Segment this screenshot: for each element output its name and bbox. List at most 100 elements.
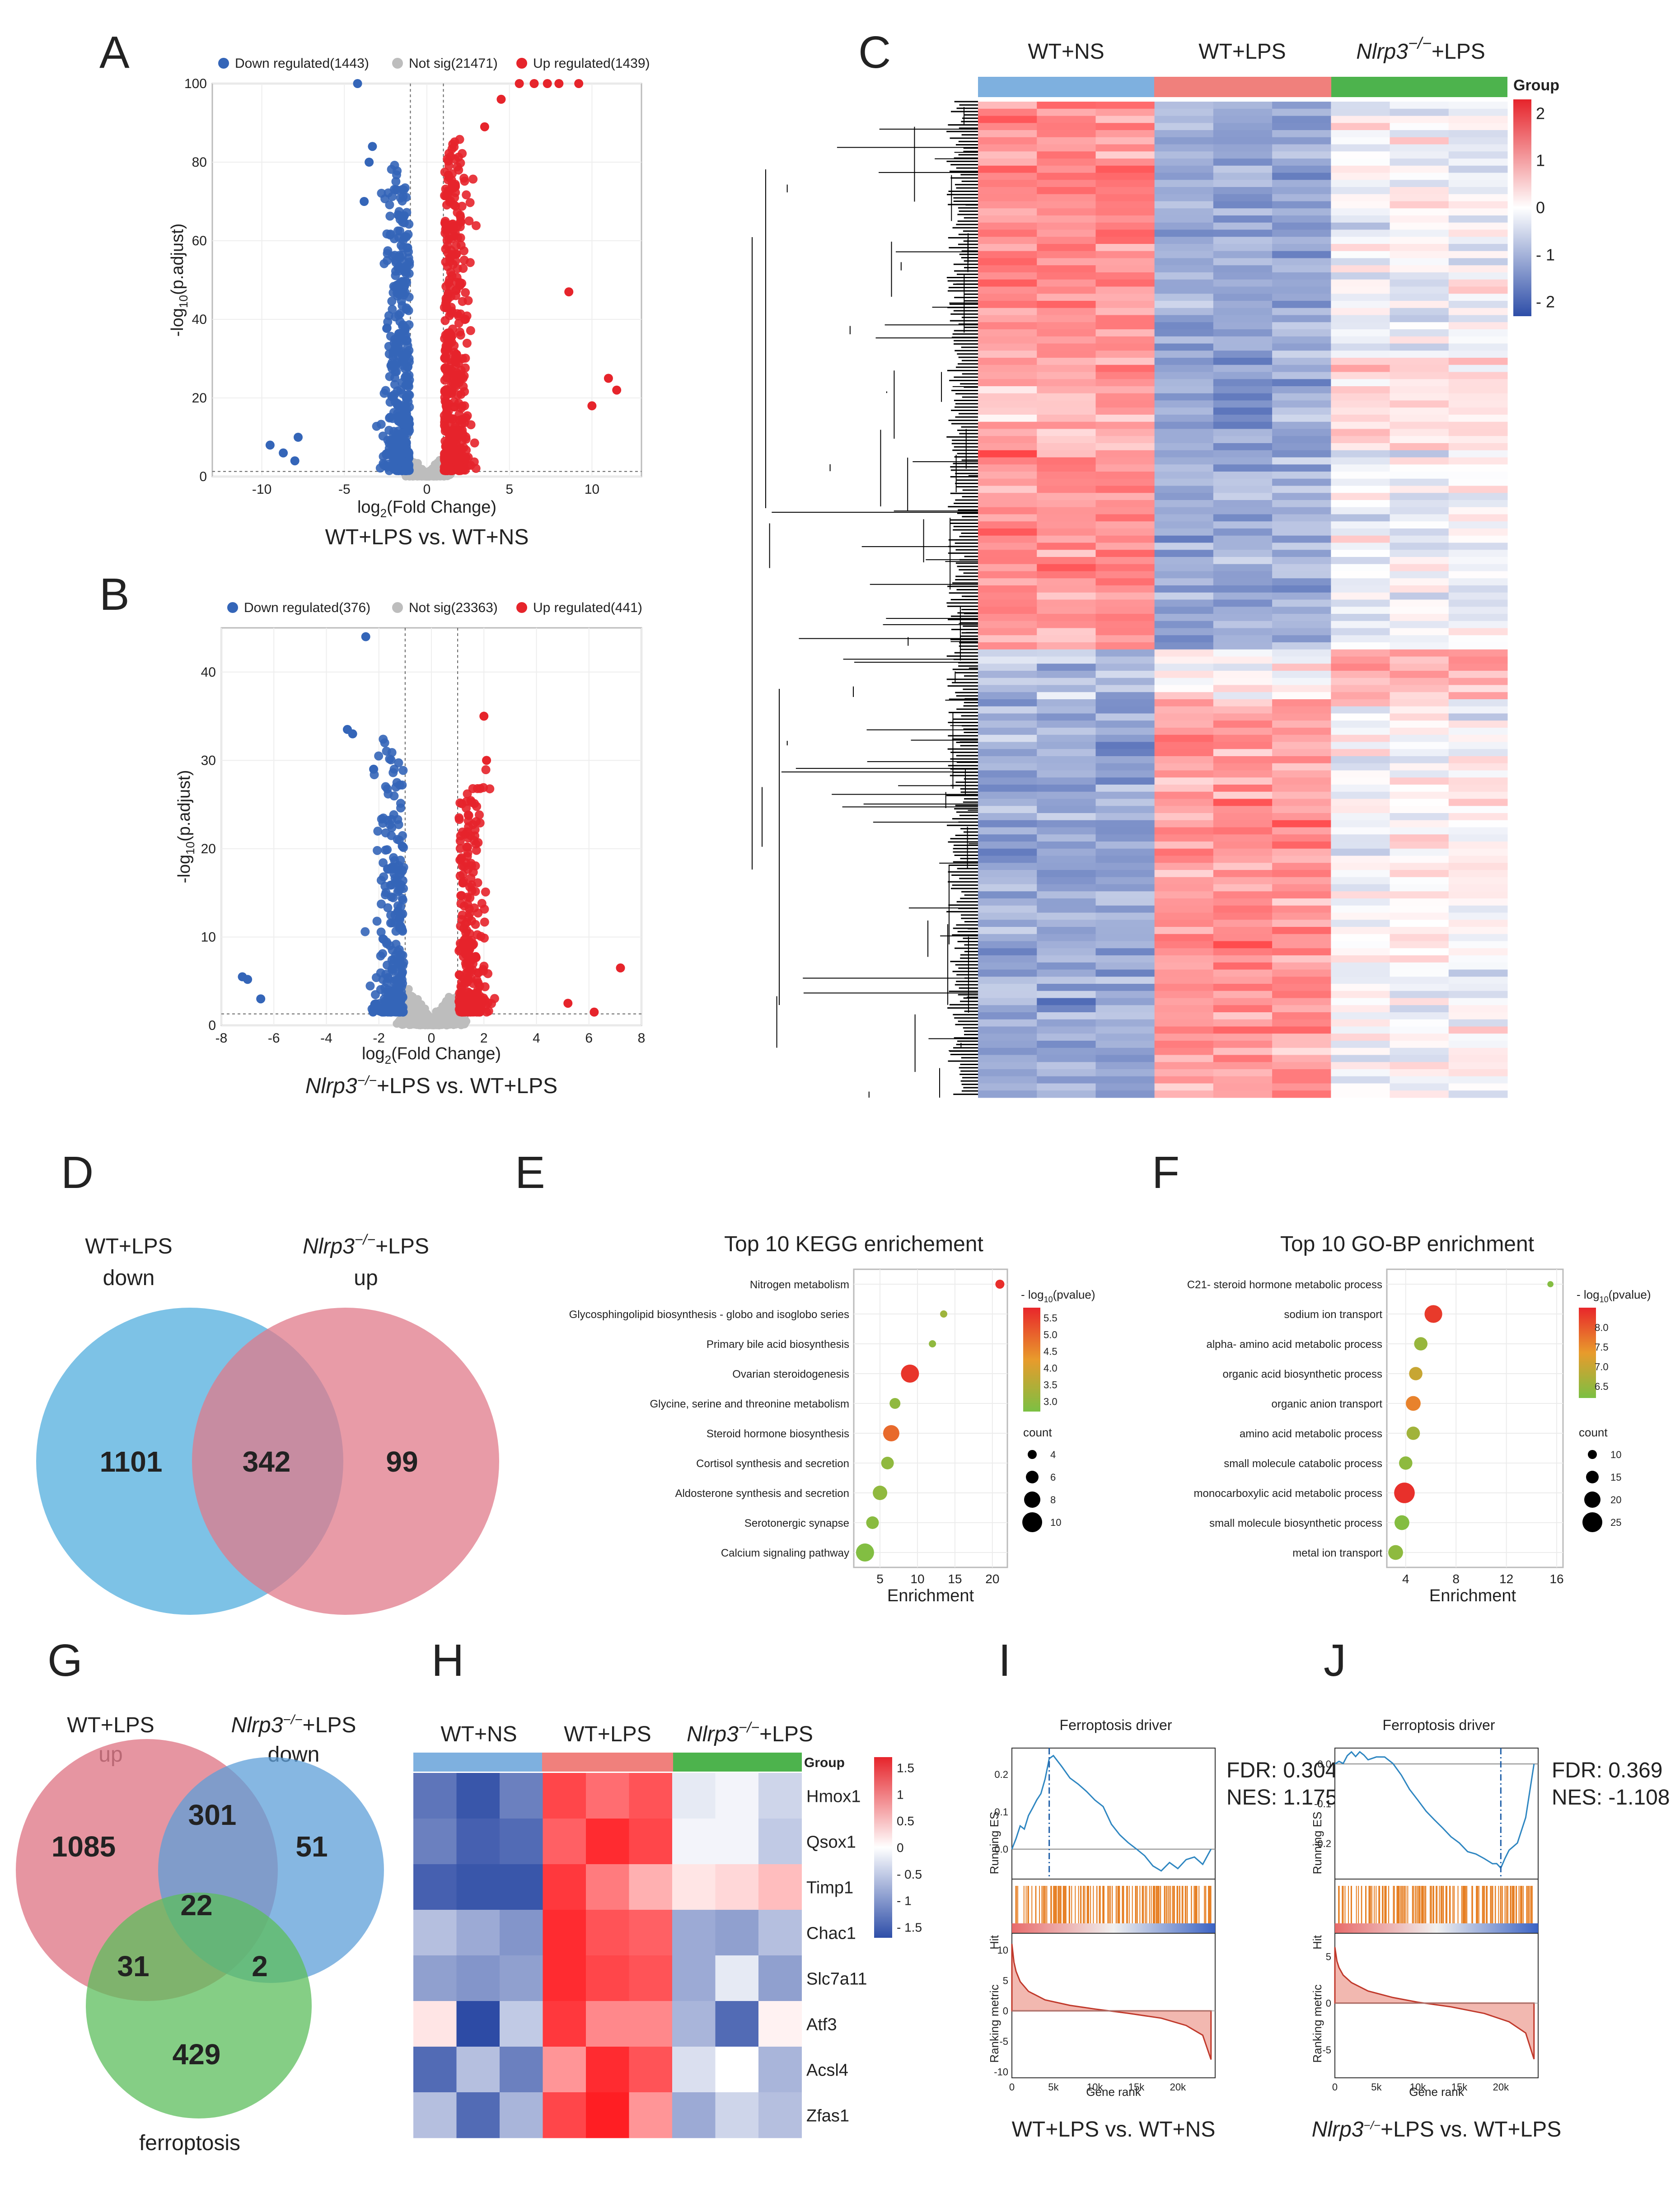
heatmap-cell — [500, 1910, 543, 1956]
heatmap-cell — [1331, 1019, 1390, 1027]
heatmap-cell — [1037, 734, 1096, 742]
heatmap-cell — [978, 386, 1037, 394]
heatmap-cell — [1095, 799, 1155, 806]
heatmap-cell — [1448, 500, 1508, 508]
heatmap-cell — [1154, 685, 1214, 692]
heatmap-cell — [1331, 912, 1390, 920]
heatmap-cell — [978, 315, 1037, 323]
heatmap-cell — [978, 977, 1037, 984]
heatmap-cell — [1095, 777, 1155, 785]
heatmap-cell — [1095, 258, 1155, 266]
heatmap-cell — [1037, 102, 1096, 109]
heatmap-cell — [1272, 301, 1331, 309]
heatmap-cell — [1448, 585, 1508, 593]
heatmap-cell — [1095, 194, 1155, 201]
heatmap-cell — [1154, 984, 1214, 991]
size-legend-label: 20 — [1610, 1494, 1621, 1506]
heatmap-cell — [543, 1819, 586, 1865]
data-point-up — [460, 177, 469, 186]
heatmap-cell — [978, 991, 1037, 998]
data-point-down — [396, 856, 405, 865]
heatmap-cell — [1037, 244, 1096, 252]
heatmap-cell — [1037, 635, 1096, 643]
heatmap-cell — [1331, 955, 1390, 963]
heatmap-cell — [1331, 664, 1390, 671]
group-bar-wt-ns — [978, 77, 1154, 97]
heatmap-cell — [1272, 222, 1331, 230]
heatmap-cell — [978, 173, 1037, 180]
heatmap-cell — [1213, 1090, 1273, 1098]
y-tick-label: 20 — [192, 391, 207, 406]
heatmap-cell — [1448, 1083, 1508, 1091]
heatmap-cell — [1037, 607, 1096, 614]
heatmap-cell — [1331, 713, 1390, 721]
heatmap-cell — [1037, 962, 1096, 970]
heatmap-cell — [1037, 237, 1096, 244]
heatmap-cell — [1390, 450, 1449, 458]
heatmap-cell — [1154, 123, 1214, 131]
heatmap-cell — [1272, 201, 1331, 209]
heatmap-cell — [1213, 301, 1273, 309]
bubble-point — [995, 1280, 1005, 1289]
heatmap-cell — [1095, 820, 1155, 828]
heatmap-cell — [1095, 159, 1155, 166]
heatmap-cell — [1272, 969, 1331, 977]
heatmap-cell — [1390, 108, 1449, 116]
heatmap-cell — [1272, 265, 1331, 273]
heatmap-cell — [1037, 1019, 1096, 1027]
data-point-up — [456, 240, 466, 250]
heatmap-cell — [1331, 229, 1390, 237]
heatmap-cell — [1037, 920, 1096, 927]
heatmap-cell — [1390, 785, 1449, 792]
heatmap-cell — [1037, 571, 1096, 579]
heatmap-cell — [1272, 984, 1331, 991]
heatmap-cell — [1390, 315, 1449, 323]
heatmap-cell — [1154, 1083, 1214, 1091]
heatmap-cell — [1272, 258, 1331, 266]
heatmap-cell — [1095, 991, 1155, 998]
heatmap-cell — [1037, 301, 1096, 309]
data-point-up — [440, 463, 449, 472]
heatmap-cell — [1390, 557, 1449, 565]
venn-count-up-ferro: 31 — [117, 1950, 149, 1983]
heatmap-cell — [1154, 251, 1214, 258]
venn-count-only-ferro: 429 — [173, 2038, 221, 2071]
heatmap-cell — [978, 550, 1037, 557]
heatmap-cell — [1390, 621, 1449, 628]
heatmap-cell — [1331, 108, 1390, 116]
heatmap-cell — [1095, 308, 1155, 315]
data-point-up — [447, 220, 457, 229]
heatmap-cell — [1154, 1076, 1214, 1084]
data-point-down — [386, 229, 395, 239]
heatmap-cell — [1095, 1005, 1155, 1013]
data-point-up — [463, 296, 473, 305]
heatmap-cell — [978, 180, 1037, 187]
heatmap-cell — [1095, 692, 1155, 700]
heatmap-cell — [1448, 1005, 1508, 1013]
heatmap-cell — [1331, 791, 1390, 799]
heatmap-cell — [1213, 671, 1273, 678]
heatmap-cell — [978, 842, 1037, 849]
x-tick-label: 20 — [985, 1572, 999, 1586]
data-point-down — [393, 835, 402, 844]
x-tick-label: 6 — [585, 1031, 593, 1046]
data-point-down — [398, 766, 408, 775]
category-label: Cortisol synthesis and secretion — [696, 1458, 849, 1470]
heatmap-cell — [1154, 229, 1214, 237]
heatmap-cell — [1272, 180, 1331, 187]
bubble-point — [929, 1340, 936, 1347]
heatmap-cell — [978, 870, 1037, 878]
heatmap-cell — [1448, 407, 1508, 415]
heatmap-cell — [1095, 521, 1155, 529]
heatmap-cell — [1037, 564, 1096, 571]
heatmap-cell — [1213, 799, 1273, 806]
heatmap-cell — [978, 123, 1037, 131]
heatmap-cell — [1154, 500, 1214, 508]
size-legend-title: count — [1023, 1426, 1052, 1439]
heatmap-cell — [1272, 734, 1331, 742]
heatmap-cell — [1390, 443, 1449, 451]
heatmap-cell — [978, 1069, 1037, 1077]
heatmap-cell — [1390, 756, 1449, 764]
heatmap-cell — [978, 542, 1037, 550]
heatmap-cell — [1095, 770, 1155, 778]
